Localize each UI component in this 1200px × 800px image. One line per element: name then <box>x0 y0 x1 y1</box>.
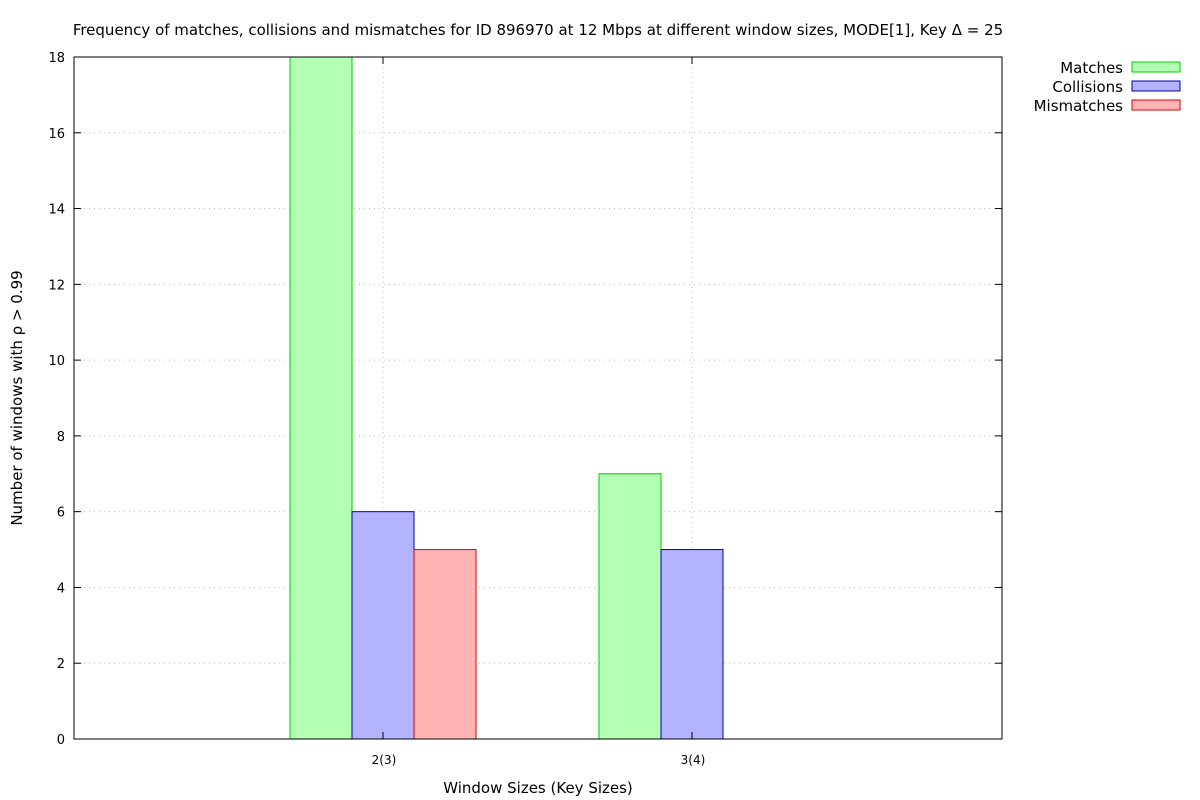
x-axis-label: Window Sizes (Key Sizes) <box>443 779 633 797</box>
legend-swatch-collisions <box>1131 80 1181 92</box>
chart-title: Frequency of matches, collisions and mis… <box>73 21 1003 39</box>
y-tick-label: 12 <box>48 278 65 293</box>
legend-label-collisions: Collisions <box>1052 78 1123 96</box>
y-tick-label: 14 <box>48 203 65 218</box>
bar-collisions-0 <box>351 511 415 740</box>
y-axis-ticks: 0 2 4 6 8 10 12 14 16 18 <box>48 51 1002 748</box>
grid-lines <box>74 57 1002 739</box>
legend-label-mismatches: Mismatches <box>1034 97 1124 115</box>
bars <box>289 56 724 740</box>
legend-label-matches: Matches <box>1060 59 1123 77</box>
y-tick-label: 4 <box>57 581 65 596</box>
y-tick-label: 16 <box>48 127 65 142</box>
bar-matches-1 <box>598 473 662 740</box>
y-tick-label: 2 <box>57 657 65 672</box>
y-tick-label: 8 <box>57 430 65 445</box>
bar-collisions-1 <box>660 549 724 740</box>
legend-swatch-mismatches <box>1131 99 1181 111</box>
y-axis-label: Number of windows with ρ > 0.99 <box>8 270 26 525</box>
x-tick-label: 2(3) <box>372 753 397 767</box>
y-tick-label: 0 <box>57 733 65 748</box>
bar-matches-0 <box>289 56 353 740</box>
y-tick-label: 6 <box>57 506 65 521</box>
y-tick-label: 18 <box>48 51 65 66</box>
x-tick-label: 3(4) <box>681 753 706 767</box>
y-tick-label: 10 <box>48 354 65 369</box>
x-axis-ticks: 2(3) 3(4) <box>372 57 706 767</box>
bar-mismatches-0 <box>413 549 477 740</box>
legend-swatch-matches <box>1131 61 1181 73</box>
plot-frame <box>73 56 1003 740</box>
